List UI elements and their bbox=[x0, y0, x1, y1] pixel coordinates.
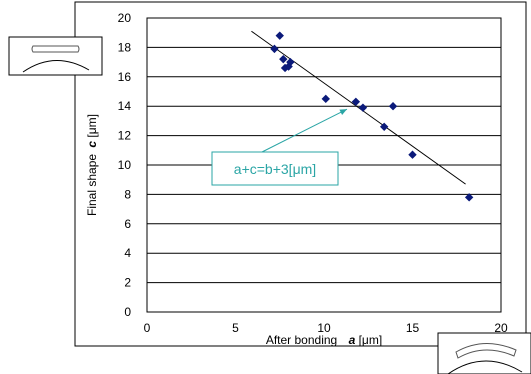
x-tick-label: 5 bbox=[232, 321, 239, 335]
y-tick-labels: 0 2 4 6 8 10 12 14 16 18 20 bbox=[118, 11, 132, 319]
y-tick-label: 4 bbox=[124, 246, 131, 260]
annotation-box bbox=[211, 151, 339, 186]
data-point bbox=[279, 54, 288, 64]
x-tick-label: 20 bbox=[494, 321, 508, 335]
data-point bbox=[286, 57, 295, 67]
x-axis-title: After bonding a [μm] bbox=[266, 333, 382, 347]
inset-frame bbox=[437, 332, 531, 374]
trend-line bbox=[251, 30, 466, 185]
inset-plate bbox=[31, 45, 80, 53]
y-tick-label: 20 bbox=[118, 11, 132, 25]
x-axis-title-var: a bbox=[349, 333, 356, 347]
y-axis-title-prefix: Final shape bbox=[85, 154, 99, 216]
x-tick-label: 10 bbox=[317, 321, 331, 335]
data-point bbox=[280, 63, 290, 73]
inset-curve bbox=[22, 60, 90, 73]
x-tick-label: 15 bbox=[406, 321, 420, 335]
x-axis-title-prefix: After bonding bbox=[266, 333, 337, 347]
data-point bbox=[351, 97, 361, 106]
inset-plate bbox=[455, 342, 517, 359]
data-point bbox=[358, 103, 368, 112]
y-axis-title-var: c bbox=[85, 141, 99, 148]
y-tick-label: 10 bbox=[118, 158, 132, 172]
data-point bbox=[379, 122, 389, 131]
y-axis-title-unit: [μm] bbox=[85, 114, 99, 138]
y-tick-label: 14 bbox=[118, 99, 132, 113]
y-axis-title: Final shape c [μm] bbox=[85, 114, 99, 216]
x-tick-label: 0 bbox=[144, 321, 151, 335]
y-tick-label: 18 bbox=[118, 40, 132, 54]
data-point bbox=[464, 193, 474, 202]
data-point bbox=[388, 102, 398, 111]
plot-area bbox=[146, 17, 502, 313]
annotation-text: a+c=b+3[μm] bbox=[234, 161, 316, 177]
annotation-arrow bbox=[261, 108, 348, 153]
y-tick-label: 12 bbox=[118, 129, 132, 143]
inset-curve bbox=[447, 360, 523, 374]
inset-diagram-final bbox=[437, 332, 531, 374]
y-tick-label: 16 bbox=[118, 70, 132, 84]
data-point bbox=[270, 44, 279, 54]
trend-line-group bbox=[251, 30, 466, 185]
x-tick-labels: 0 5 10 15 20 bbox=[144, 321, 508, 335]
gridlines bbox=[147, 46, 501, 284]
y-tick-label: 8 bbox=[124, 187, 131, 201]
inset-diagram-initial bbox=[8, 36, 103, 76]
data-points bbox=[270, 31, 474, 202]
x-axis-title-unit: [μm] bbox=[359, 333, 383, 347]
y-tick-label: 0 bbox=[124, 305, 131, 319]
data-point bbox=[408, 150, 417, 159]
annotation-arrowhead bbox=[339, 109, 348, 115]
y-tick-label: 2 bbox=[124, 276, 131, 290]
data-point bbox=[275, 31, 284, 40]
annotation: a+c=b+3[μm] bbox=[211, 108, 348, 186]
data-point bbox=[321, 94, 330, 104]
y-tick-label: 6 bbox=[124, 217, 131, 231]
